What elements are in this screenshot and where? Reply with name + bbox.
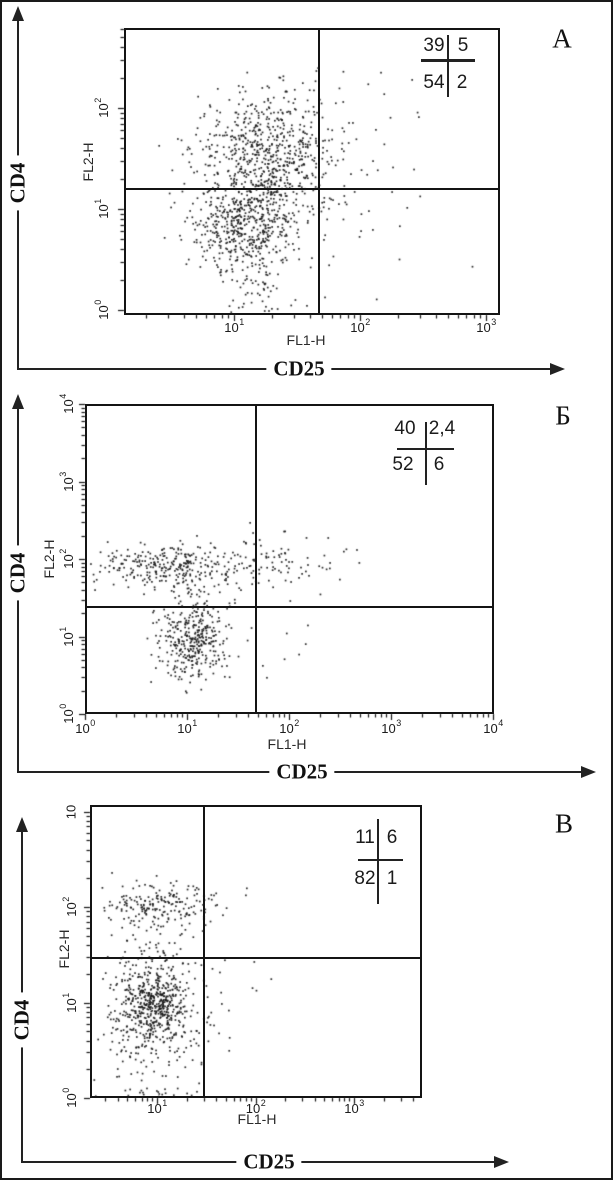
y-axis-label: FL2-H <box>41 539 57 579</box>
cd4-axis-arrow-icon <box>12 6 24 21</box>
y-tick-label: 102 <box>60 896 80 917</box>
panel-letter: Б <box>555 400 571 431</box>
y-tick-label: 100 <box>57 703 77 724</box>
y-axis-label: FL2-H <box>80 142 96 182</box>
x-tick-label: 103 <box>344 1097 365 1117</box>
stat-lower-left: 82 <box>354 868 376 889</box>
x-tick-label: 101 <box>224 316 245 336</box>
stats-cross-vertical <box>377 819 379 904</box>
x-tick-label: 102 <box>350 316 371 336</box>
stat-upper-right: 2,4 <box>428 418 456 439</box>
cd4-axis-arrow-icon <box>12 394 24 409</box>
stats-cross-vertical <box>447 35 449 97</box>
x-axis-label: FL1-H <box>267 736 307 752</box>
y-tick-label: 104 <box>57 393 77 414</box>
y-tick-label: 102 <box>92 97 112 118</box>
x-tick-label: 103 <box>381 717 402 737</box>
quadrant-line-vertical <box>318 28 320 315</box>
cd4-marker-label: CD4 <box>4 545 32 601</box>
cd25-marker-label: CD25 <box>266 355 332 383</box>
x-tick-label: 104 <box>483 717 504 737</box>
panel-letter: В <box>554 808 574 839</box>
stat-upper-right: 5 <box>457 35 469 56</box>
x-tick-label: 103 <box>476 316 497 336</box>
stat-upper-left: 39 <box>423 35 445 56</box>
stat-lower-right: 1 <box>386 868 398 889</box>
cd4-axis-arrow-icon <box>16 817 28 832</box>
x-tick-label: 101 <box>147 1097 168 1117</box>
stat-upper-left: 11 <box>355 827 375 848</box>
x-tick-label: 100 <box>75 717 96 737</box>
x-axis-label: FL1-H <box>286 332 326 348</box>
y-tick-label: 10 <box>63 804 79 819</box>
stat-lower-right: 2 <box>456 72 468 93</box>
y-tick-label: 101 <box>60 992 80 1013</box>
cd4-marker-label: CD4 <box>8 992 36 1048</box>
quadrant-line-vertical <box>255 404 257 714</box>
stat-lower-right: 6 <box>433 454 445 475</box>
cd25-axis-arrow-icon <box>550 363 565 375</box>
y-tick-label: 101 <box>92 198 112 219</box>
y-tick-label: 100 <box>60 1087 80 1108</box>
cd25-axis-arrow-icon <box>581 766 596 778</box>
y-axis-label: FL2-H <box>56 929 72 969</box>
cd25-marker-label: CD25 <box>269 758 335 786</box>
panel-letter: А <box>552 23 572 54</box>
x-tick-label: 102 <box>279 717 300 737</box>
y-tick-label: 101 <box>57 626 77 647</box>
quadrant-line-horizontal <box>124 188 500 190</box>
cd25-marker-label: CD25 <box>236 1148 302 1176</box>
stat-upper-left: 40 <box>394 418 416 439</box>
quadrant-line-horizontal <box>85 606 494 608</box>
y-tick-label: 100 <box>92 299 112 320</box>
stat-lower-left: 52 <box>392 454 414 475</box>
cd25-axis-arrow-icon <box>494 1156 509 1168</box>
x-axis-label: FL1-H <box>237 1111 277 1127</box>
stat-upper-right: 6 <box>386 827 398 848</box>
stats-cross-vertical <box>425 422 427 485</box>
y-tick-label: 102 <box>57 548 77 569</box>
y-tick-label: 103 <box>57 471 77 492</box>
cd4-marker-label: CD4 <box>4 155 32 211</box>
x-tick-label: 101 <box>177 717 198 737</box>
stat-lower-left: 54 <box>423 72 445 93</box>
stats-cross-horizontal <box>358 859 403 861</box>
plot-area <box>85 404 494 714</box>
quadrant-line-vertical <box>203 805 205 1098</box>
quadrant-line-horizontal <box>90 957 422 959</box>
